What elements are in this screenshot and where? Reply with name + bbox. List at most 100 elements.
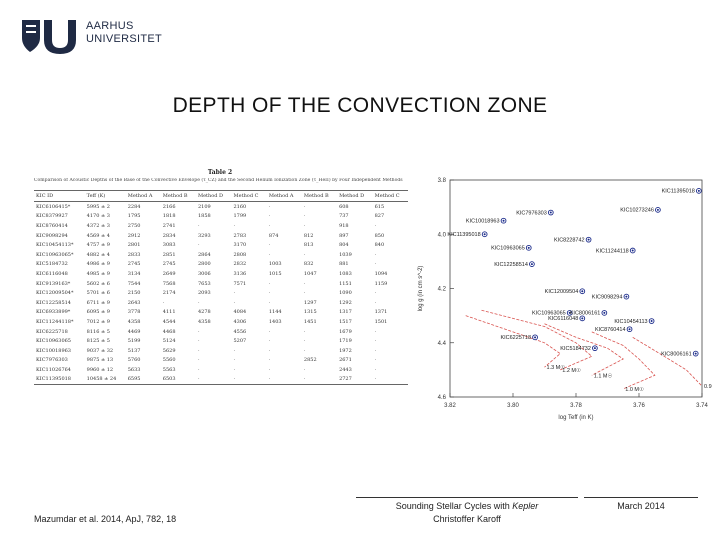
table-cell: 4757 ± 9 [86, 242, 110, 249]
table-cell: 8125 ± 5 [86, 338, 110, 345]
y-axis-label: log g (in cm s^-2) [418, 266, 424, 312]
table-cell: 608 [339, 203, 349, 210]
presentation-title-prefix: Sounding Stellar Cycles with [395, 501, 513, 511]
star-marker-dot [656, 208, 659, 211]
table-cell: · [374, 357, 377, 364]
table-column-header: Method D [337, 190, 373, 202]
star-marker-dot [483, 233, 486, 236]
x-tick-label: 3.78 [570, 403, 582, 409]
table-cell: 4278 [197, 309, 211, 316]
table-cell: 4985 ± 9 [86, 270, 110, 277]
table-cell: 1094 [374, 270, 388, 277]
table-caption: Comparison of Acoustic Depths of the Bas… [34, 178, 403, 183]
table-cell: KIC6106415* [36, 203, 71, 210]
table-cell: 3134 [127, 270, 141, 277]
presentation-title: Sounding Stellar Cycles with Kepler Chri… [356, 497, 578, 526]
table-cell: 2174 [162, 290, 176, 297]
table-cell: 827 [374, 213, 385, 220]
table-cell: 2109 [197, 203, 211, 210]
table-cell: · [268, 222, 271, 229]
table-cell: · [268, 251, 271, 258]
citation: Mazumdar et al. 2014, ApJ, 782, 18 [34, 514, 177, 524]
table-row: KIC5184732 4986 ± 9 2745 2745 2800 2832 1003 83… [34, 260, 408, 270]
table-cell: KIC6225718 [36, 328, 68, 335]
star-marker-dot [694, 352, 697, 355]
table-row: KIC12258514 6711 ± 9 2643 · · · · 1297 1292 · [34, 298, 408, 308]
x-tick-label: 3.82 [444, 403, 456, 409]
table-cell: 2783 [233, 232, 247, 239]
table-cell: 2851 [162, 251, 176, 258]
table-cell: 5137 [127, 347, 141, 354]
table-cell: · [231, 374, 267, 386]
table-cell: 2150 [127, 290, 141, 297]
table-cell: 1144 [268, 309, 282, 316]
table-cell: · [197, 347, 200, 354]
star-label: KIC10018963 [466, 218, 500, 224]
table-cell: 5124 [162, 338, 176, 345]
table-cell: · [374, 347, 377, 354]
table-cell: · [303, 366, 306, 373]
table-cell: 5560 [162, 357, 176, 364]
table-cell: · [197, 299, 200, 306]
table-cell: 4986 ± 9 [86, 261, 110, 268]
table-cell: 4111 [162, 309, 176, 316]
presentation-title-line1: Sounding Stellar Cycles with Kepler [356, 500, 578, 513]
table-row: KIC6106415* 5995 ± 2 2284 2166 2109 2160 · · 608… [34, 202, 408, 212]
table-cell: 6711 ± 9 [86, 299, 110, 306]
evolution-track [591, 331, 656, 390]
table-cell: · [162, 299, 165, 306]
table-cell: · [197, 357, 200, 364]
table-column-header: Method B [301, 190, 338, 202]
star-label: KIC9098294 [592, 294, 623, 300]
x-tick-label: 3.80 [507, 403, 519, 409]
table-cell: 2643 [127, 299, 141, 306]
table-cell: · [197, 338, 200, 345]
star-marker-dot [502, 219, 505, 222]
star-label: KIC8006161 [661, 351, 692, 357]
table-cell: · [303, 338, 306, 345]
table-cell: 1719 [339, 338, 352, 345]
star-label: KIC6225718 [500, 335, 531, 341]
slide-title: DEPTH OF THE CONVECTION ZONE [172, 94, 548, 117]
star-label: KIC8006161 [570, 311, 601, 317]
star-marker-dot [697, 189, 700, 192]
star-label: KIC11395018 [662, 189, 695, 195]
table-cell: 4358 [127, 318, 141, 325]
table-cell: · [268, 328, 271, 335]
presenter-name: Christoffer Karoff [433, 514, 501, 524]
track-mass-label: 1.2 M☉ [562, 367, 581, 374]
table-cell: 3170 [233, 242, 247, 249]
table-cell: · [233, 290, 236, 297]
table-cell: · [266, 374, 302, 386]
table-figure: Table 2 Comparison of Acoustic Depths of… [30, 160, 410, 400]
table-cell: · [303, 280, 306, 287]
table-cell: 1451 [303, 318, 317, 325]
table-cell: 5629 [162, 347, 176, 354]
table-column-header: Method C [372, 190, 408, 202]
table-cell: · [268, 347, 271, 354]
table-cell: 1317 [339, 309, 352, 316]
table-cell: 874 [268, 232, 279, 239]
table-cell: KIC6933899* [36, 309, 71, 316]
university-name: AARHUS UNIVERSITET [86, 20, 162, 46]
table-cell: 2800 [197, 261, 211, 268]
evolution-track [465, 315, 561, 368]
star-label: KIC7976303 [516, 210, 547, 216]
table-cell: 4170 ± 3 [86, 213, 110, 220]
table-column-header: Teff (K) [84, 190, 126, 202]
table-cell: 9037 ± 32 [86, 347, 114, 354]
table-cell: · [268, 242, 271, 249]
star-marker-dot [631, 249, 634, 252]
table-cell: 7571 [233, 280, 247, 287]
table-cell: KIC10963065 [36, 338, 71, 345]
table-cell: 1297 [303, 299, 317, 306]
table-cell: 2750 [127, 222, 141, 229]
table-cell: 2801 [127, 242, 141, 249]
table-cell: 1015 [268, 270, 282, 277]
table-cell: 832 [303, 261, 314, 268]
star-marker-dot [650, 320, 653, 323]
table-cell: 1371 [374, 309, 388, 316]
table-row: KIC9098294 4569 ± 4 2912 2834 3293 2783 874 812… [34, 231, 408, 241]
x-axis-label: log Teff (in K) [558, 415, 593, 421]
table-cell: 3083 [162, 242, 176, 249]
